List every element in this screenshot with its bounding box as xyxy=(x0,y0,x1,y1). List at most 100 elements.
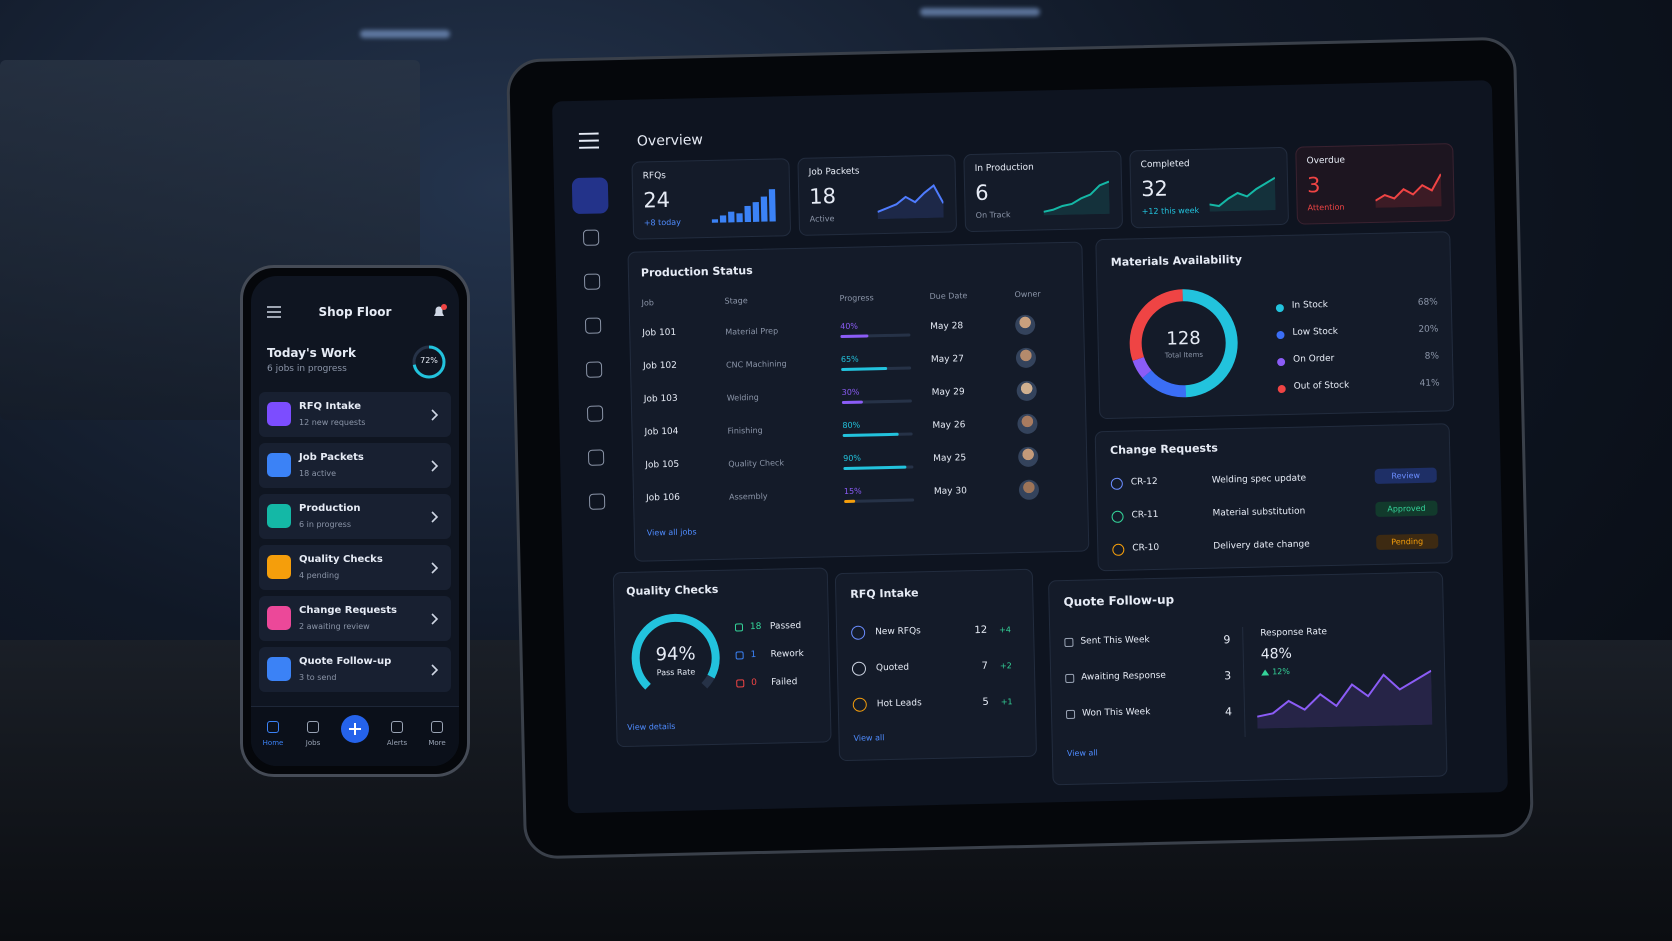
chevron xyxy=(431,562,439,574)
spark-line xyxy=(877,183,944,213)
kpi-label: RFQs xyxy=(642,170,667,182)
item-subtitle: 18 active xyxy=(299,469,337,478)
cr-icon xyxy=(1111,510,1124,523)
due-date: May 28 xyxy=(930,321,964,333)
cr-id: CR-10 xyxy=(1132,542,1160,554)
menu-item[interactable]: Change Requests 2 awaiting review xyxy=(259,596,451,641)
status-name: Rework xyxy=(770,648,804,660)
nav-icon[interactable] xyxy=(267,721,279,733)
menu-item[interactable]: RFQ Intake 12 new requests xyxy=(259,392,451,437)
due-date: May 25 xyxy=(933,453,967,464)
panel-title: Quote Follow-up xyxy=(1063,592,1175,610)
spark-line xyxy=(1256,669,1432,718)
item-icon xyxy=(267,402,291,426)
add-button[interactable] xyxy=(341,715,369,743)
spark-bar xyxy=(736,213,743,223)
menu-icon xyxy=(578,132,600,149)
sidebar-icon[interactable] xyxy=(583,273,601,290)
nav-icon[interactable] xyxy=(391,721,403,733)
cr-desc: Material substitution xyxy=(1212,506,1306,519)
kpi-note: +8 today xyxy=(643,217,681,228)
spark-bar xyxy=(728,211,735,223)
rfq-name: New RFQs xyxy=(875,626,921,638)
status-badge: Pending xyxy=(1376,533,1439,550)
sidebar-icon[interactable] xyxy=(585,361,603,378)
menu-item[interactable]: Production 6 in progress xyxy=(259,494,451,539)
chevron-path xyxy=(431,511,439,523)
kpi-note: Attention xyxy=(1307,202,1345,213)
status-badge: Review xyxy=(1374,467,1437,484)
legend-name: On Order xyxy=(1292,353,1335,365)
sidebar-icon[interactable] xyxy=(571,177,609,215)
job-id: Job 106 xyxy=(645,492,681,504)
quote-name: Awaiting Response xyxy=(1081,670,1167,683)
owner-avatar xyxy=(1015,347,1037,369)
progress-label: 30% xyxy=(841,387,860,398)
sidebar-icon[interactable] xyxy=(584,317,602,334)
kpi-card: In Production 6 On Track xyxy=(963,150,1124,233)
spark-bar xyxy=(760,196,768,222)
kpi-card: Job Packets 18 Active xyxy=(797,154,958,236)
tablet-screen: Overview RFQs 24 +8 today Job Packets 18 Activ… xyxy=(552,80,1508,814)
progress-label: 90% xyxy=(843,453,862,464)
status-name: Passed xyxy=(769,621,802,632)
menu-item[interactable]: Quote Follow-up 3 to send xyxy=(259,647,451,692)
spark-area xyxy=(877,185,944,220)
column-header: Job xyxy=(641,298,655,308)
legend-dot xyxy=(1275,303,1284,313)
rate-value: 48% xyxy=(1260,645,1293,663)
spark-bar xyxy=(752,202,760,222)
spark-bar xyxy=(768,189,776,222)
nav-label: More xyxy=(428,739,446,747)
quality-panel: Quality Checks 94% Pass Rate 18 Passed 1 Rewor… xyxy=(612,567,832,748)
status-name: Failed xyxy=(771,677,798,688)
sidebar-icon[interactable] xyxy=(587,449,605,466)
donut-total: 128 xyxy=(1166,327,1201,350)
nav-icon[interactable] xyxy=(307,721,319,733)
spark-line xyxy=(1043,180,1110,213)
change-panel: Change Requests CR-12 Welding spec update R… xyxy=(1094,423,1453,572)
menu-item[interactable]: Job Packets 18 active xyxy=(259,443,451,488)
sidebar-icon[interactable] xyxy=(586,405,604,422)
chevron-path xyxy=(431,562,439,574)
quote-value: 4 xyxy=(1224,705,1233,719)
materials-panel: Materials Availability In Stock 68% Low Sto… xyxy=(1095,231,1455,420)
legend-dot xyxy=(1277,384,1286,394)
status-icon xyxy=(734,623,744,632)
link[interactable]: View details xyxy=(627,721,676,732)
sidebar-icon[interactable] xyxy=(582,229,600,246)
donut-segment xyxy=(1129,289,1238,398)
kpi-value: 6 xyxy=(974,180,989,205)
cr-icon xyxy=(1110,477,1123,490)
progress-bar xyxy=(844,499,855,504)
link[interactable]: View all xyxy=(853,733,885,743)
progress-bar xyxy=(841,400,863,405)
bell-icon xyxy=(434,304,447,316)
spark-bar xyxy=(744,205,752,223)
link[interactable]: View all xyxy=(1066,748,1098,759)
sidebar-icon[interactable] xyxy=(588,493,606,510)
nav-label: Alerts xyxy=(386,739,408,747)
rfq-delta: +2 xyxy=(999,661,1012,671)
quote-panel: Quote Follow-up Sent This Week 9 Awaiting R… xyxy=(1048,571,1448,786)
stage: Finishing xyxy=(727,425,763,436)
gauge-fill xyxy=(631,613,720,702)
menu-item[interactable]: Quality Checks 4 pending xyxy=(259,545,451,590)
quote-name: Won This Week xyxy=(1081,707,1151,719)
legend-value: 68% xyxy=(1417,297,1438,308)
chevron-path xyxy=(431,409,439,421)
legend-name: Out of Stock xyxy=(1293,380,1350,392)
spark-bar xyxy=(719,215,727,223)
owner-avatar xyxy=(1018,479,1040,501)
link[interactable]: View all jobs xyxy=(646,527,697,538)
rfq-icon xyxy=(850,625,866,640)
cr-icon xyxy=(1112,543,1125,556)
column-header: Due Date xyxy=(929,291,968,302)
nav-icon[interactable] xyxy=(431,721,443,733)
status-badge: Approved xyxy=(1375,500,1438,517)
due-date: May 26 xyxy=(932,420,966,431)
kpi-label: Overdue xyxy=(1306,155,1346,167)
kpi-label: Completed xyxy=(1140,159,1190,171)
column-header: Progress xyxy=(839,293,874,304)
stage: Welding xyxy=(726,392,759,403)
